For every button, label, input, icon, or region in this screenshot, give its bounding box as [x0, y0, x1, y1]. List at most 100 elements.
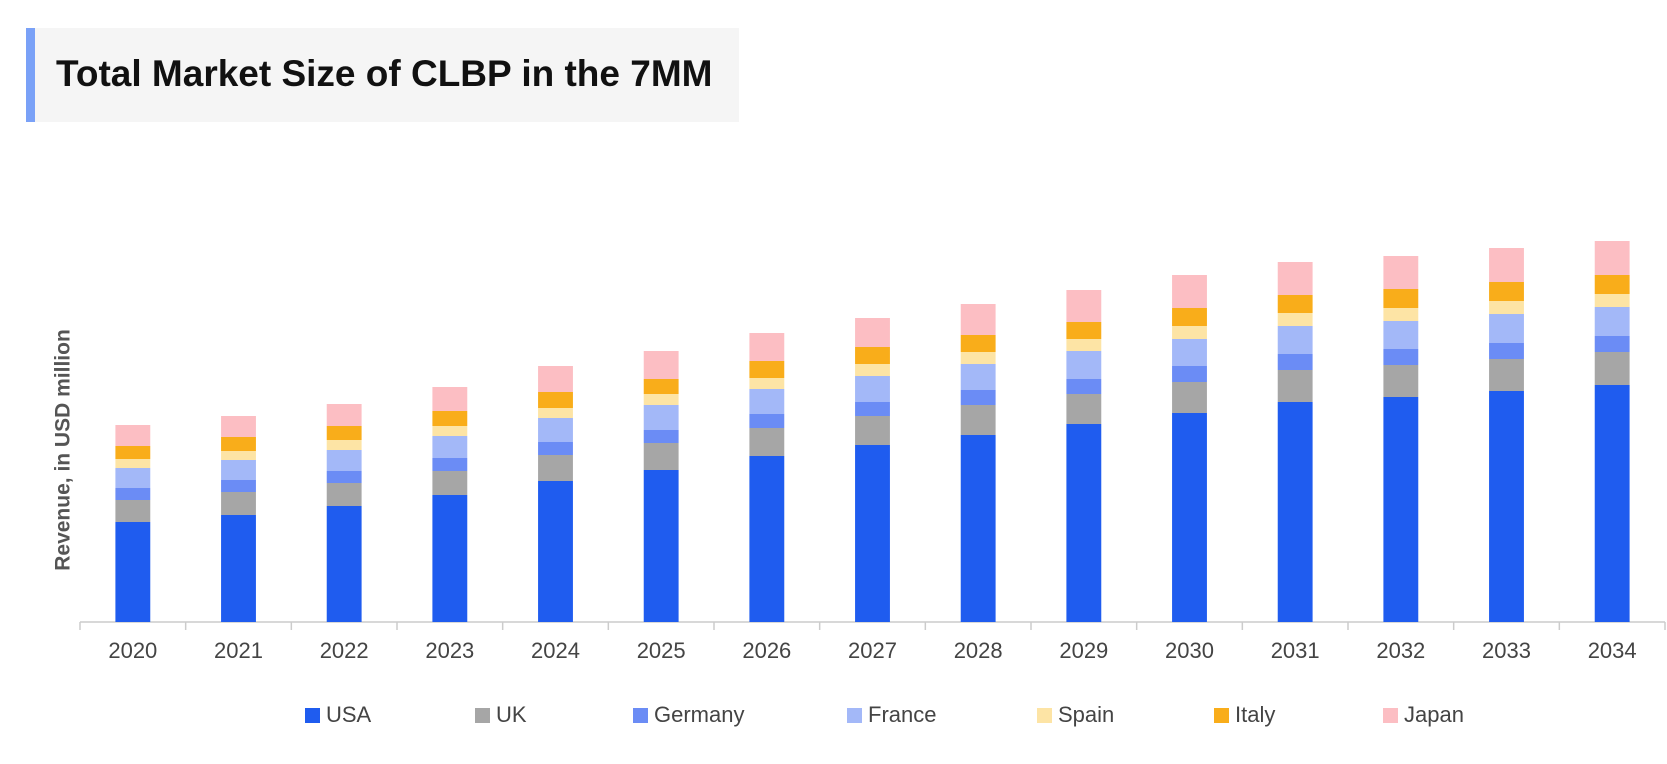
bar-segment — [1383, 256, 1419, 289]
bar-segment — [1066, 394, 1102, 424]
bar-segment — [643, 379, 679, 394]
bar-segment — [1172, 339, 1207, 366]
bar-segment — [749, 333, 785, 361]
bar-segment — [432, 426, 468, 436]
x-tick-label: 2032 — [1376, 638, 1425, 663]
bar-segment — [855, 364, 890, 376]
bar-segment — [326, 450, 362, 471]
bar-segment — [1594, 336, 1630, 352]
bar-segment — [1594, 241, 1630, 275]
bar-segment — [1172, 308, 1207, 326]
bar-segment — [538, 418, 573, 442]
bar-segment — [115, 468, 151, 488]
bar-segment — [749, 378, 785, 389]
bar-segment — [1383, 321, 1419, 349]
bar-segment — [432, 387, 468, 411]
bar-segment — [1277, 313, 1313, 326]
bar-segment — [643, 430, 679, 443]
legend-swatch — [1037, 708, 1052, 723]
bar-segment — [1489, 314, 1524, 343]
bar-segment — [326, 506, 362, 622]
bar-segment — [643, 443, 679, 470]
x-tick-label: 2023 — [425, 638, 474, 663]
bar-segment — [643, 351, 679, 379]
title-accent — [26, 28, 35, 122]
bar-segment — [538, 408, 573, 418]
bar-segment — [221, 515, 256, 622]
legend-swatch — [1383, 708, 1398, 723]
bar-segment — [1172, 326, 1207, 339]
bar-segment — [221, 492, 256, 515]
y-axis-label: Revenue, in USD million — [52, 329, 75, 571]
bar-segment — [1066, 322, 1102, 339]
bar-segment — [1489, 391, 1524, 622]
bar-segment — [538, 481, 573, 622]
bar-segment — [538, 442, 573, 455]
legend-swatch — [847, 708, 862, 723]
x-tick-label: 2025 — [637, 638, 686, 663]
legend-swatch — [475, 708, 490, 723]
bar-segment — [538, 455, 573, 481]
legend-label: Spain — [1058, 702, 1114, 727]
bar-segment — [1172, 366, 1207, 382]
bar-segment — [115, 459, 151, 468]
bar-segment — [326, 483, 362, 506]
bar-segment — [432, 471, 468, 495]
x-tick-label: 2024 — [531, 638, 580, 663]
bar-segment — [960, 352, 996, 364]
bar-segment — [326, 426, 362, 440]
x-tick-label: 2033 — [1482, 638, 1531, 663]
legend-swatch — [633, 708, 648, 723]
bar-segment — [1066, 339, 1102, 351]
bar-segment — [432, 495, 468, 622]
bar-segment — [221, 451, 256, 460]
bar-segment — [1383, 397, 1419, 622]
bar-segment — [1277, 262, 1313, 295]
bar-segment — [115, 522, 151, 622]
bar-segment — [1066, 379, 1102, 394]
bar-segment — [538, 392, 573, 408]
bar-segment — [432, 411, 468, 426]
bar-segment — [1489, 301, 1524, 314]
bar-segment — [1383, 365, 1419, 397]
bar-segment — [1383, 289, 1419, 308]
bar-segment — [960, 335, 996, 352]
legend-label: Germany — [654, 702, 744, 727]
bar-segment — [749, 361, 785, 378]
bar-segment — [855, 318, 890, 347]
legend-swatch — [1214, 708, 1229, 723]
bar-segment — [1066, 424, 1102, 622]
bar-segment — [643, 470, 679, 622]
bar-segment — [855, 376, 890, 402]
bar-segment — [1594, 275, 1630, 294]
bar-segment — [960, 364, 996, 390]
x-tick-label: 2027 — [848, 638, 897, 663]
bar-segment — [538, 366, 573, 392]
bar-segment — [1383, 308, 1419, 321]
bar-segment — [221, 437, 256, 451]
bar-segment — [1594, 294, 1630, 307]
bar-segment — [1172, 275, 1207, 308]
bar-segment — [221, 480, 256, 492]
legend-label: France — [868, 702, 936, 727]
bar-segment — [1066, 290, 1102, 322]
bar-segment — [855, 402, 890, 416]
bar-segment — [432, 458, 468, 471]
legend-label: UK — [496, 702, 527, 727]
x-tick-label: 2034 — [1588, 638, 1637, 663]
bar-segment — [1277, 326, 1313, 354]
bar-segment — [855, 416, 890, 445]
bar-segment — [1594, 307, 1630, 336]
bar-segment — [221, 460, 256, 480]
bar-segment — [1277, 402, 1313, 622]
bar-segment — [960, 405, 996, 435]
bar-segment — [1172, 382, 1207, 413]
x-tick-label: 2021 — [214, 638, 263, 663]
bar-segment — [1277, 295, 1313, 313]
bar-segment — [115, 446, 151, 459]
bar-segment — [326, 404, 362, 426]
bar-segment — [1277, 354, 1313, 370]
bar-segment — [1383, 349, 1419, 365]
bar-segment — [960, 304, 996, 335]
bar-segment — [326, 440, 362, 450]
